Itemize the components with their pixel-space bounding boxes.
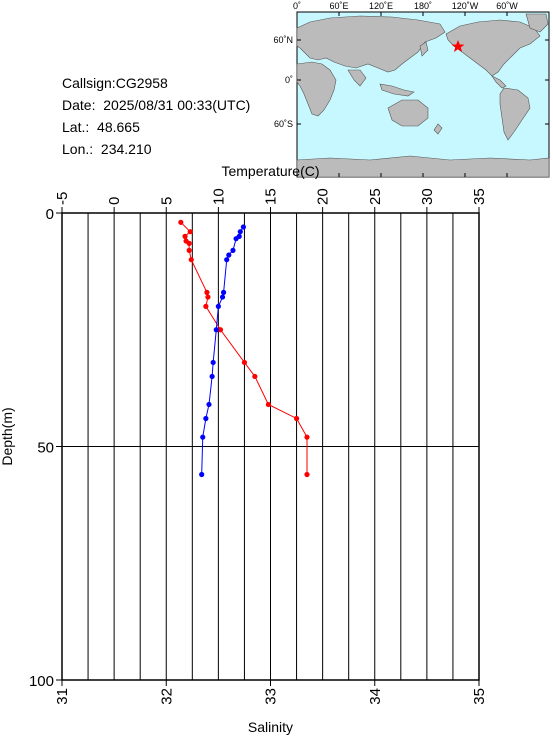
salinity-point: [224, 257, 230, 263]
land-newzealand: [433, 123, 443, 135]
map-land: [296, 13, 550, 178]
salinity-tick-label: 33: [263, 688, 280, 705]
map-top-label-3: 180˚: [414, 1, 432, 11]
map-left-label-1: 0˚: [285, 75, 293, 85]
temperature-point: [188, 257, 194, 263]
temperature-tick-label: 35: [471, 188, 488, 205]
temperature-tick-label: 5: [158, 197, 175, 205]
callsign-value: CG2958: [115, 75, 168, 91]
salinity-point: [200, 434, 206, 440]
salinity-profile-line: [201, 226, 244, 475]
date-line: Date: 2025/08/31 00:33(UTC): [62, 94, 250, 116]
temperature-point: [182, 233, 188, 239]
land-australia: [387, 99, 429, 127]
salinity-point: [219, 294, 226, 300]
lon-line: Lon.: 234.210: [62, 138, 250, 160]
lat-value: 48.665: [97, 119, 140, 135]
map-left-label-0: 60˚N: [273, 35, 293, 45]
map-top-label-2: 120˚E: [369, 1, 393, 11]
salinity-point: [213, 327, 219, 333]
lat-line: Lat.: 48.665: [62, 116, 250, 138]
salinity-tick-label: 34: [367, 688, 384, 705]
temperature-point: [187, 229, 193, 235]
salinity-point: [199, 471, 205, 478]
map-top-label-5: 60˚W: [496, 1, 518, 11]
temperature-point: [186, 247, 192, 253]
temperature-point: [241, 359, 248, 366]
temperature-profile-line: [180, 221, 308, 475]
temperature-point: [178, 219, 184, 225]
salinity-point: [206, 401, 212, 408]
temperature-point: [203, 303, 209, 309]
land-india: [347, 69, 367, 87]
temperature-tick-label: 25: [367, 188, 384, 205]
salinity-point: [209, 373, 215, 380]
temperature-tick-label: 30: [419, 188, 436, 205]
map-left-label-2: 60˚S: [274, 119, 293, 129]
land-indonesia: [379, 83, 415, 97]
temperature-point: [304, 434, 310, 440]
lon-label: Lon.:: [62, 141, 94, 157]
temperature-point: [204, 289, 210, 295]
lat-label: Lat.:: [62, 119, 90, 135]
map-top-label-4: 120˚W: [452, 1, 479, 11]
salinity-axis-title: Salinity: [248, 719, 293, 735]
date-label: Date:: [62, 97, 96, 113]
date-value: 2025/08/31 00:33(UTC): [103, 97, 251, 113]
temperature-point: [205, 294, 211, 300]
land-japan: [419, 41, 429, 57]
salinity-point: [203, 415, 209, 422]
salinity-point: [230, 247, 236, 253]
salinity-point: [237, 229, 243, 235]
callsign-label: Callsign:: [62, 75, 116, 91]
land-south-america: [499, 87, 531, 141]
depth-tick-label: 0: [46, 206, 54, 223]
salinity-point: [215, 303, 221, 309]
callsign-line: Callsign:CG2958: [62, 72, 250, 94]
map-top-ticks: [296, 12, 550, 177]
salinity-point: [240, 224, 246, 230]
depth-axis-title: Depth(m): [0, 407, 15, 465]
map-top-label-1: 60˚E: [329, 1, 348, 11]
land-africa: [296, 61, 337, 117]
salinity-point: [233, 236, 239, 242]
temperature-tick-label: 10: [210, 188, 227, 205]
temperature-tick-label: -5: [54, 192, 71, 205]
temperature-point: [217, 327, 224, 333]
salinity-tick-label: 32: [158, 688, 175, 705]
salinity-point: [220, 289, 227, 295]
temperature-point: [293, 415, 300, 422]
land-eurasia: [296, 15, 446, 73]
lon-value: 234.210: [100, 141, 152, 157]
depth-tick-label: 100: [29, 673, 54, 690]
station-marker-star-icon: [451, 40, 465, 52]
temperature-tick-label: 15: [263, 188, 280, 205]
station-info: Callsign:CG2958 Date: 2025/08/31 00:33(U…: [62, 72, 250, 160]
temperature-point: [252, 373, 258, 380]
temperature-axis-title: Temperature(C): [221, 163, 319, 179]
temperature-point: [304, 471, 310, 478]
land-greenland: [525, 13, 549, 33]
land-central-america: [491, 75, 507, 89]
temperature-tick-label: 0: [106, 197, 123, 205]
salinity-tick-label: 35: [471, 688, 488, 705]
temperature-point: [265, 401, 272, 408]
temperature-point: [186, 240, 192, 246]
temperature-tick-label: 20: [315, 188, 332, 205]
depth-tick-label: 50: [37, 440, 54, 457]
salinity-tick-label: 31: [54, 688, 71, 705]
salinity-point: [226, 252, 232, 258]
map-top-label-0: 0˚: [293, 1, 301, 11]
land-north-america: [445, 19, 541, 77]
salinity-point: [210, 359, 216, 366]
